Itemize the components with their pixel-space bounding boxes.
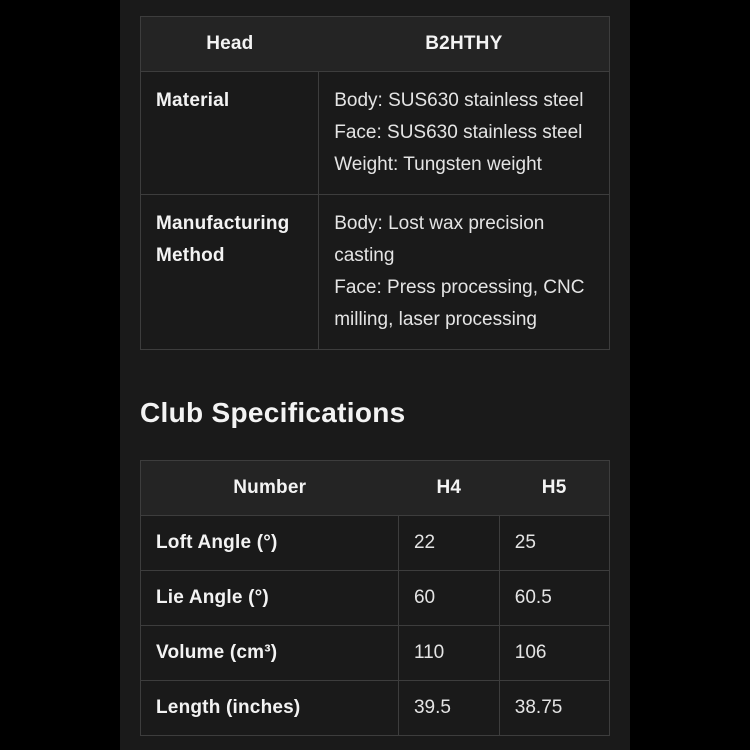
material-row-value: Body: SUS630 stainless steel Face: SUS63… [318,71,610,195]
material-body-line: Body: SUS630 stainless steel [334,90,584,111]
content-column: Head B2HTHY Material Body: SUS630 stainl… [120,0,630,750]
manufacturing-row-label: Manufacturing Method [139,194,320,350]
head-table-header-value: B2HTHY [318,16,610,72]
volume-label: Volume (cm³) [140,625,399,681]
length-h5-value: 38.75 [498,680,611,736]
lie-angle-label: Lie Angle (°) [140,570,399,626]
head-spec-table: Head B2HTHY Material Body: SUS630 stainl… [139,16,610,350]
manufacturing-body-line: Body: Lost wax precision casting [334,213,545,266]
material-row-label: Material [139,71,320,195]
club-spec-table: Number H4 H5 Loft Angle (°) 22 25 Lie An… [140,460,611,736]
manufacturing-face-line: Face: Press processing, CNC milling, las… [334,277,585,330]
spec-table-header-h4: H4 [398,460,500,516]
table-row: Volume (cm³) 110 106 [140,625,611,681]
loft-angle-h5-value: 25 [498,515,611,571]
lie-angle-h5-value: 60.5 [498,570,611,626]
loft-angle-h4-value: 22 [397,515,500,571]
table-row: Manufacturing Method Body: Lost wax prec… [139,194,610,350]
lie-angle-h4-value: 60 [397,570,500,626]
head-table-header-label: Head [140,16,319,72]
table-row: Loft Angle (°) 22 25 [140,515,611,571]
length-h4-value: 39.5 [397,680,500,736]
table-row: Lie Angle (°) 60 60.5 [140,570,611,626]
material-weight-line: Weight: Tungsten weight [334,154,542,175]
length-label: Length (inches) [140,680,399,736]
volume-h4-value: 110 [397,625,500,681]
spec-table-header-number: Number [140,460,399,516]
spec-table-header-h5: H5 [499,460,610,516]
table-row: Material Body: SUS630 stainless steel Fa… [139,71,610,195]
material-face-line: Face: SUS630 stainless steel [334,122,583,143]
spec-table-header-row: Number H4 H5 [140,460,610,516]
table-row: Length (inches) 39.5 38.75 [140,680,611,736]
section-title: Club Specifications [140,397,406,428]
loft-angle-label: Loft Angle (°) [140,515,399,571]
manufacturing-row-value: Body: Lost wax precision casting Face: P… [318,194,610,350]
volume-h5-value: 106 [498,625,611,681]
head-table-header-row: Head B2HTHY [140,16,610,72]
